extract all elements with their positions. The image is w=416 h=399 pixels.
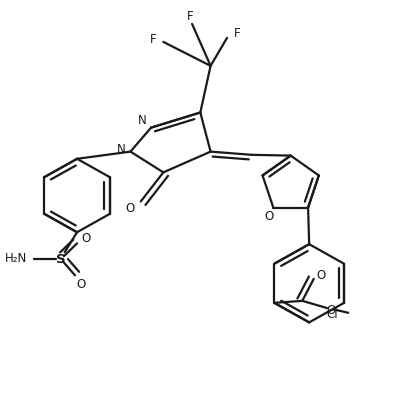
- Text: O: O: [265, 210, 274, 223]
- Text: S: S: [56, 253, 65, 266]
- Text: N: N: [117, 143, 126, 156]
- Text: O: O: [317, 269, 326, 282]
- Text: O: O: [77, 278, 86, 291]
- Text: F: F: [187, 10, 193, 23]
- Text: O: O: [126, 202, 135, 215]
- Text: Cl: Cl: [326, 308, 337, 321]
- Text: O: O: [327, 304, 336, 316]
- Text: F: F: [150, 34, 156, 46]
- Text: F: F: [234, 28, 240, 40]
- Text: N: N: [138, 114, 146, 127]
- Text: O: O: [81, 232, 90, 245]
- Text: H₂N: H₂N: [5, 252, 27, 265]
